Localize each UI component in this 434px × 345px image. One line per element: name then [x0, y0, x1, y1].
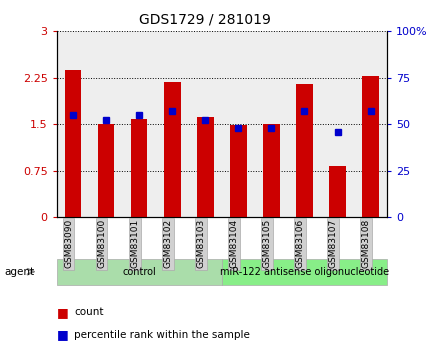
Text: GSM83107: GSM83107 — [328, 219, 337, 268]
Text: GSM83104: GSM83104 — [229, 219, 238, 268]
Text: GSM83090: GSM83090 — [64, 219, 73, 268]
Bar — [263, 124, 279, 217]
Bar — [329, 166, 345, 217]
Text: control: control — [122, 267, 156, 277]
Bar — [98, 124, 114, 217]
Text: GSM83100: GSM83100 — [97, 219, 106, 268]
Text: GSM83108: GSM83108 — [361, 219, 370, 268]
Bar — [230, 126, 246, 217]
Text: percentile rank within the sample: percentile rank within the sample — [74, 330, 249, 339]
Text: GSM83102: GSM83102 — [163, 219, 172, 268]
Text: ■: ■ — [56, 328, 68, 341]
Bar — [65, 70, 81, 217]
Bar — [197, 117, 213, 217]
Text: count: count — [74, 307, 103, 317]
Text: GDS1729 / 281019: GDS1729 / 281019 — [138, 12, 270, 26]
Text: ■: ■ — [56, 306, 68, 319]
Bar — [362, 76, 378, 217]
Text: GSM83101: GSM83101 — [130, 219, 139, 268]
Bar — [296, 84, 312, 217]
Bar — [131, 119, 147, 217]
Text: miR-122 antisense oligonucleotide: miR-122 antisense oligonucleotide — [220, 267, 388, 277]
Text: GSM83105: GSM83105 — [262, 219, 271, 268]
Text: GSM83103: GSM83103 — [196, 219, 205, 268]
Text: GSM83106: GSM83106 — [295, 219, 304, 268]
Text: agent: agent — [4, 267, 34, 277]
Bar — [164, 82, 180, 217]
